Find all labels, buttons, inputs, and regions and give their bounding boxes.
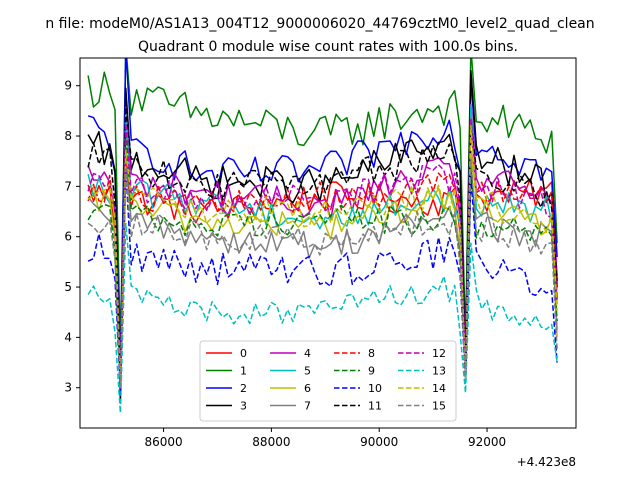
y-tick-label: 6 — [64, 230, 72, 244]
y-axis: 3 4 5 6 7 8 9 — [64, 79, 80, 395]
x-tick-label: 90000 — [360, 435, 398, 449]
x-tick-label: 92000 — [468, 435, 506, 449]
legend-label-6: 6 — [304, 382, 311, 395]
legend-label-8: 8 — [368, 347, 375, 360]
chart-title: Quadrant 0 module wise count rates with … — [138, 39, 518, 55]
series-line-9 — [87, 136, 558, 389]
legend-label-10: 10 — [368, 382, 382, 395]
x-tick-label: 88000 — [252, 435, 290, 449]
x-tick-label: 86000 — [144, 435, 182, 449]
series-line-7 — [87, 155, 558, 389]
y-tick-label: 5 — [64, 280, 72, 294]
y-tick-label: 9 — [64, 79, 72, 93]
legend-label-12: 12 — [432, 347, 446, 360]
legend-label-1: 1 — [240, 365, 247, 378]
legend-label-4: 4 — [304, 347, 311, 360]
legend-label-9: 9 — [368, 365, 375, 378]
series-line-3 — [87, 70, 558, 404]
y-tick-label: 7 — [64, 179, 72, 193]
series-line-6 — [87, 150, 558, 389]
series-layer — [87, 58, 558, 414]
legend-label-5: 5 — [304, 365, 311, 378]
y-tick-label: 4 — [64, 330, 72, 344]
legend-label-13: 13 — [432, 365, 446, 378]
series-line-11 — [87, 106, 558, 379]
x-axis-offset-label: +4.423e8 — [517, 455, 576, 469]
legend-label-2: 2 — [240, 382, 247, 395]
plot-frame — [79, 57, 577, 429]
series-line-14 — [87, 124, 558, 389]
figure-suptitle: n file: modeM0/AS1A13_004T12_9000006020_… — [45, 16, 594, 32]
series-line-2 — [87, 58, 558, 369]
legend-label-0: 0 — [240, 347, 247, 360]
legend-label-7: 7 — [304, 400, 311, 413]
plot-area — [79, 57, 577, 429]
series-line-5 — [87, 104, 558, 384]
legend-label-14: 14 — [432, 382, 446, 395]
y-tick-label: 3 — [64, 381, 72, 395]
series-line-13 — [87, 222, 558, 414]
series-line-1 — [87, 58, 558, 349]
x-axis: 86000 88000 90000 92000 — [144, 428, 506, 449]
legend-label-11: 11 — [368, 400, 382, 413]
series-line-10 — [87, 168, 558, 394]
series-line-15 — [87, 158, 558, 389]
legend-label-3: 3 — [240, 400, 247, 413]
legend-box — [199, 340, 457, 422]
y-tick-label: 8 — [64, 129, 72, 143]
legend-label-15: 15 — [432, 400, 446, 413]
series-line-8 — [87, 119, 558, 384]
